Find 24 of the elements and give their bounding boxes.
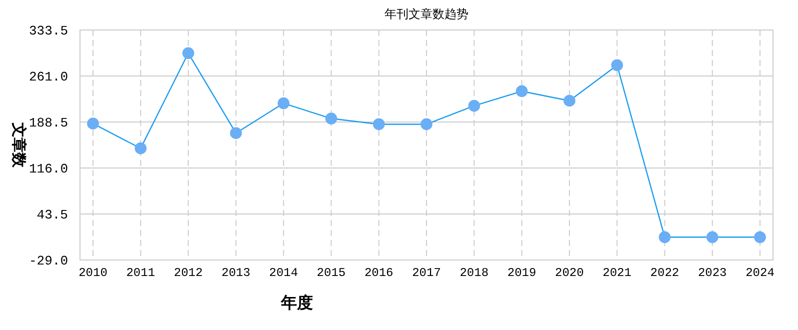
x-tick-label: 2015 xyxy=(316,266,346,280)
x-tick-label: 2010 xyxy=(78,266,108,280)
y-tick-label: -29.0 xyxy=(28,254,68,269)
y-tick-label: 188.5 xyxy=(28,116,68,131)
x-axis-title: 年度 xyxy=(280,293,313,312)
x-tick-label: 2020 xyxy=(555,266,584,280)
y-axis-title: 文章数 xyxy=(10,122,28,168)
x-tick-label: 2016 xyxy=(364,266,394,280)
y-tick-label: 43.5 xyxy=(36,208,68,223)
y-tick-label: 116.0 xyxy=(28,162,68,177)
chart-title: 年刊文章数趋势 xyxy=(384,7,468,21)
x-tick-label: 2019 xyxy=(507,266,536,280)
x-tick-label: 2014 xyxy=(269,266,298,280)
x-tick-label: 2013 xyxy=(222,266,250,280)
y-tick-label: 333.5 xyxy=(28,24,68,39)
x-tick-label: 2022 xyxy=(650,266,680,280)
x-tick-label: 2021 xyxy=(602,266,632,280)
x-tick-label: 2012 xyxy=(174,266,203,280)
y-tick-label: 261.0 xyxy=(28,70,68,85)
x-tick-label: 2017 xyxy=(412,266,441,280)
x-tick-label: 2024 xyxy=(746,266,774,280)
x-tick-label: 2011 xyxy=(126,266,156,280)
x-tick-label: 2018 xyxy=(460,266,489,280)
x-tick-label: 2023 xyxy=(698,266,727,280)
